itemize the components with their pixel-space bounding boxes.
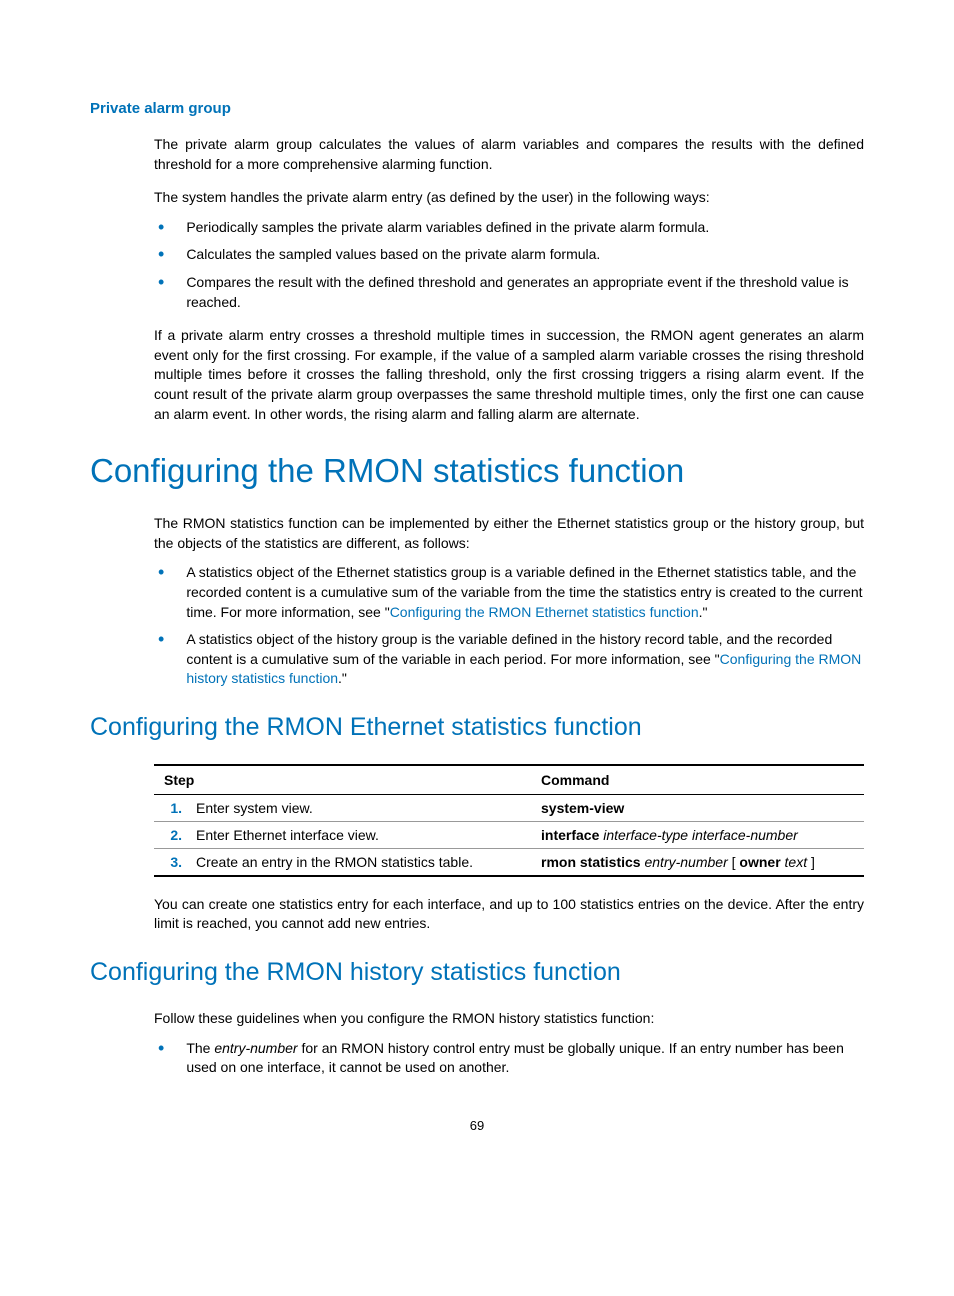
text: ." — [338, 670, 347, 686]
step-description: Enter Ethernet interface view. — [192, 821, 537, 848]
page-number: 69 — [90, 1118, 864, 1133]
cmd-arg: interface-type interface-number — [599, 827, 797, 843]
cmd-keyword: rmon statistics — [541, 854, 641, 870]
list-item-text: A statistics object of the history group… — [186, 630, 864, 689]
heading-config-rmon-stats: Configuring the RMON statistics function — [90, 452, 864, 490]
table-header-command: Command — [537, 765, 864, 795]
paragraph: You can create one statistics entry for … — [154, 895, 864, 934]
table-header-row: Step Command — [154, 765, 864, 795]
list-item-text: A statistics object of the Ethernet stat… — [186, 563, 864, 622]
list-item-text: The entry-number for an RMON history con… — [186, 1039, 864, 1078]
table-row: 1. Enter system view. system-view — [154, 794, 864, 821]
bullet-icon: • — [154, 218, 186, 238]
step-command: rmon statistics entry-number [ owner tex… — [537, 848, 864, 876]
paragraph: The system handles the private alarm ent… — [154, 188, 864, 208]
step-number: 1. — [154, 794, 192, 821]
list-item: • The entry-number for an RMON history c… — [154, 1039, 864, 1078]
list-item-text: Periodically samples the private alarm v… — [186, 218, 864, 238]
heading-private-alarm-group: Private alarm group — [90, 100, 864, 117]
paragraph: The private alarm group calculates the v… — [154, 135, 864, 174]
bullet-list: • The entry-number for an RMON history c… — [154, 1039, 864, 1078]
table-row: 2. Enter Ethernet interface view. interf… — [154, 821, 864, 848]
document-page: Private alarm group The private alarm gr… — [0, 0, 954, 1173]
bullet-icon: • — [154, 273, 186, 312]
step-command: system-view — [537, 794, 864, 821]
cmd-keyword: owner — [739, 854, 780, 870]
table-row: 3. Create an entry in the RMON statistic… — [154, 848, 864, 876]
cmd-arg: text — [781, 854, 807, 870]
bullet-icon: • — [154, 245, 186, 265]
heading-config-ethernet-stats: Configuring the RMON Ethernet statistics… — [90, 713, 864, 742]
step-description: Enter system view. — [192, 794, 537, 821]
heading-config-history-stats: Configuring the RMON history statistics … — [90, 958, 864, 987]
bullet-list: • Periodically samples the private alarm… — [154, 218, 864, 312]
step-description: Create an entry in the RMON statistics t… — [192, 848, 537, 876]
cmd-keyword: interface — [541, 827, 599, 843]
cmd-text: [ — [728, 854, 740, 870]
cmd-keyword: system-view — [541, 800, 624, 816]
list-item: • A statistics object of the history gro… — [154, 630, 864, 689]
paragraph: If a private alarm entry crosses a thres… — [154, 326, 864, 424]
bullet-icon: • — [154, 1039, 186, 1078]
step-command: interface interface-type interface-numbe… — [537, 821, 864, 848]
list-item-text: Compares the result with the defined thr… — [186, 273, 864, 312]
step-number: 2. — [154, 821, 192, 848]
text-italic: entry-number — [214, 1040, 297, 1056]
steps-table: Step Command 1. Enter system view. syste… — [154, 764, 864, 877]
cmd-arg: entry-number — [641, 854, 728, 870]
text: ." — [699, 604, 708, 620]
list-item-text: Calculates the sampled values based on t… — [186, 245, 864, 265]
paragraph: The RMON statistics function can be impl… — [154, 514, 864, 553]
list-item: • Periodically samples the private alarm… — [154, 218, 864, 238]
paragraph: Follow these guidelines when you configu… — [154, 1009, 864, 1029]
bullet-icon: • — [154, 563, 186, 622]
list-item: • A statistics object of the Ethernet st… — [154, 563, 864, 622]
bullet-icon: • — [154, 630, 186, 689]
list-item: • Calculates the sampled values based on… — [154, 245, 864, 265]
step-number: 3. — [154, 848, 192, 876]
bullet-list: • A statistics object of the Ethernet st… — [154, 563, 864, 689]
table-header-step: Step — [154, 765, 537, 795]
cmd-text: ] — [807, 854, 815, 870]
text: The — [186, 1040, 214, 1056]
link-config-ethernet-stats[interactable]: Configuring the RMON Ethernet statistics… — [390, 604, 699, 620]
list-item: • Compares the result with the defined t… — [154, 273, 864, 312]
